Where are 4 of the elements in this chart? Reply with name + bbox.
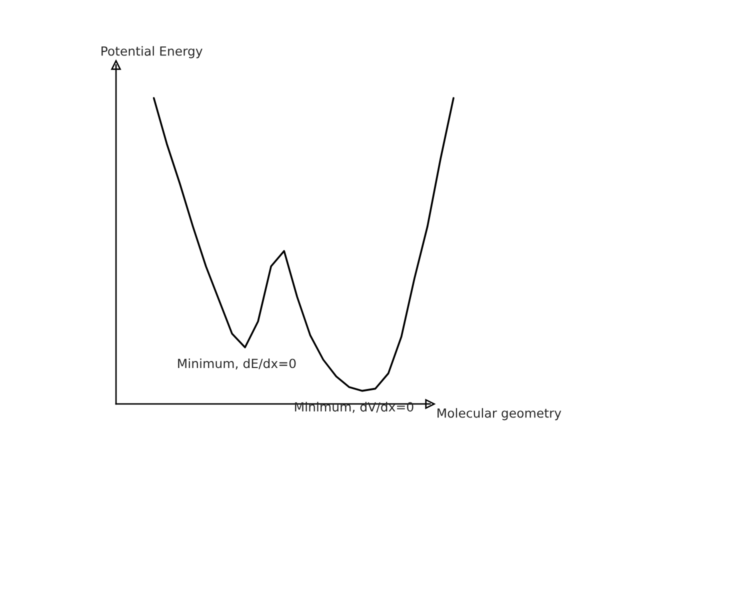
x-axis-title: Molecular geometry — [438, 408, 562, 420]
annotation: Minimum, dE/dx=0 — [178, 358, 296, 370]
annotation: Minimum, dV/dx=0 — [295, 402, 414, 413]
y-axis-title: Potential Energy — [102, 46, 202, 58]
